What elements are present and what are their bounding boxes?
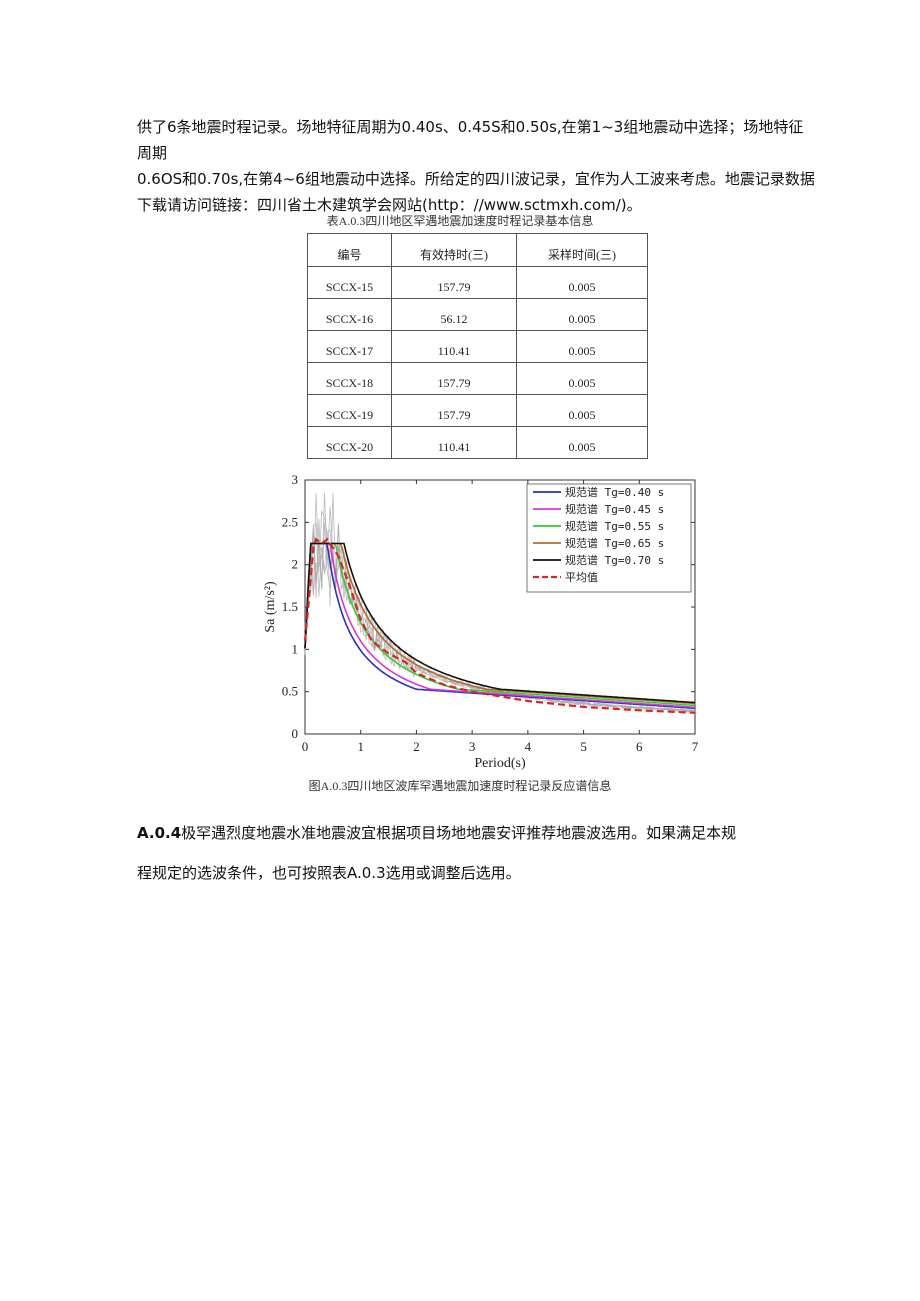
legend-label: 规范谱 Tg=0.55 s — [565, 519, 664, 533]
legend-box — [526, 483, 692, 593]
x-tick-label: 3 — [469, 739, 476, 754]
cell-sampling: 0.005 — [516, 298, 648, 331]
cell-id: SCCX-15 — [307, 266, 392, 299]
cell-id: SCCX-19 — [307, 394, 392, 427]
y-tick-label: 2.5 — [282, 514, 298, 529]
header-duration: 有效持时(三) — [391, 233, 517, 267]
y-tick-label: 3 — [292, 472, 299, 487]
cell-duration: 157.79 — [391, 362, 517, 395]
code-spectrum-line — [304, 542, 696, 709]
cell-sampling: 0.005 — [516, 362, 648, 395]
cell-sampling: 0.005 — [516, 266, 648, 299]
x-axis-label: Period(s) — [474, 756, 526, 771]
intro-line: 0.6OS和0.70s,在第4~6组地震动中选择。所给定的四川波记录，宜作为人工… — [137, 170, 815, 188]
average-spectrum-line — [303, 537, 696, 714]
legend-label: 规范谱 Tg=0.45 s — [565, 502, 664, 516]
x-tick-label: 1 — [357, 739, 364, 754]
x-tick-label: 0 — [302, 739, 309, 754]
table-row: SCCX-20 110.41 0.005 — [307, 426, 648, 459]
y-axis-label: Sa (m/s²) — [263, 581, 278, 633]
table-row: SCCX-17 110.41 0.005 — [307, 330, 648, 363]
cell-sampling: 0.005 — [516, 330, 648, 363]
cell-id: SCCX-17 — [307, 330, 392, 363]
cell-duration: 157.79 — [391, 266, 517, 299]
table-row: SCCX-16 56.12 0.005 — [307, 298, 648, 331]
records-table: 编号 有效持时(三) 采样时间(三) SCCX-15 157.79 0.005 … — [307, 233, 648, 459]
cell-duration: 110.41 — [391, 330, 517, 363]
cell-sampling: 0.005 — [516, 426, 648, 459]
legend-label: 规范谱 Tg=0.65 s — [565, 536, 664, 550]
code-spectrum-line — [304, 542, 696, 705]
x-tick-label: 4 — [525, 739, 532, 754]
header-id: 编号 — [307, 233, 392, 267]
section-a04-paragraph: A.0.4极罕遇烈度地震水准地震波宜根据项目场地地震安评推荐地震波选用。如果满足… — [137, 813, 817, 893]
y-tick-label: 1.5 — [282, 599, 298, 614]
intro-line: 下载请访问链接：四川省土木建筑学会网站(http：//www.sctmxh.co… — [137, 196, 642, 214]
table-row: SCCX-18 157.79 0.005 — [307, 362, 648, 395]
intro-line: 供了6条地震时程记录。场地特征周期为0.40s、0.45S和0.50s,在第1~… — [137, 118, 804, 162]
cell-duration: 157.79 — [391, 394, 517, 427]
cell-duration: 110.41 — [391, 426, 517, 459]
table-row: SCCX-15 157.79 0.005 — [307, 266, 648, 299]
header-sampling: 采样时间(三) — [516, 233, 648, 267]
x-tick-label: 6 — [636, 739, 643, 754]
legend-label: 规范谱 Tg=0.40 s — [565, 485, 664, 499]
response-spectrum-chart: 0 1 2 3 4 5 6 7 0 0.5 1 1.5 2 2.5 3 Period(s) Sa (m/s²) 规… — [263, 472, 699, 771]
x-tick-label: 5 — [580, 739, 587, 754]
x-tick-label: 7 — [692, 739, 699, 754]
figure-caption: 图A.0.3四川地区波库罕遇地震加速度时程记录反应谱信息 — [308, 779, 612, 793]
table-row: SCCX-19 157.79 0.005 — [307, 394, 648, 427]
y-tick-label: 0 — [292, 726, 299, 741]
table-caption: 表A.0.3四川地区罕遇地震加速度时程记录基本信息 — [326, 214, 594, 228]
section-number: A.0.4 — [137, 824, 182, 842]
section-a04-line: 程规定的选波条件，也可按照表A.0.3选用或调整后选用。 — [137, 864, 521, 882]
section-text: 极罕遇烈度地震水准地震波宜根据项目场地地震安评推荐地震波选用。如果满足本规 — [181, 824, 737, 842]
code-spectrum-line — [304, 542, 696, 710]
x-tick-label: 2 — [413, 739, 420, 754]
intro-paragraph: 供了6条地震时程记录。场地特征周期为0.40s、0.45S和0.50s,在第1~… — [137, 114, 817, 218]
cell-id: SCCX-18 — [307, 362, 392, 395]
cell-sampling: 0.005 — [516, 394, 648, 427]
cell-duration: 56.12 — [391, 298, 517, 331]
legend-label: 规范谱 Tg=0.70 s — [565, 553, 664, 567]
table-header-row: 编号 有效持时(三) 采样时间(三) — [307, 233, 648, 267]
y-tick-label: 1 — [292, 641, 299, 656]
code-spectrum-line — [304, 542, 696, 704]
cell-id: SCCX-20 — [307, 426, 392, 459]
section-a04-line: A.0.4极罕遇烈度地震水准地震波宜根据项目场地地震安评推荐地震波选用。如果满足… — [137, 813, 817, 853]
legend-label: 平均值 — [565, 571, 598, 584]
y-tick-label: 0.5 — [282, 684, 298, 699]
cell-id: SCCX-16 — [307, 298, 392, 331]
y-tick-label: 2 — [292, 557, 299, 572]
